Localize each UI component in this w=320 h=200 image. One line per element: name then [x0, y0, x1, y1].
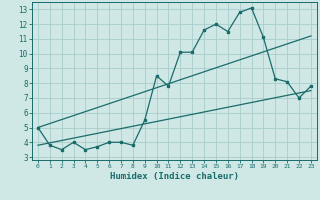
X-axis label: Humidex (Indice chaleur): Humidex (Indice chaleur) — [110, 172, 239, 181]
